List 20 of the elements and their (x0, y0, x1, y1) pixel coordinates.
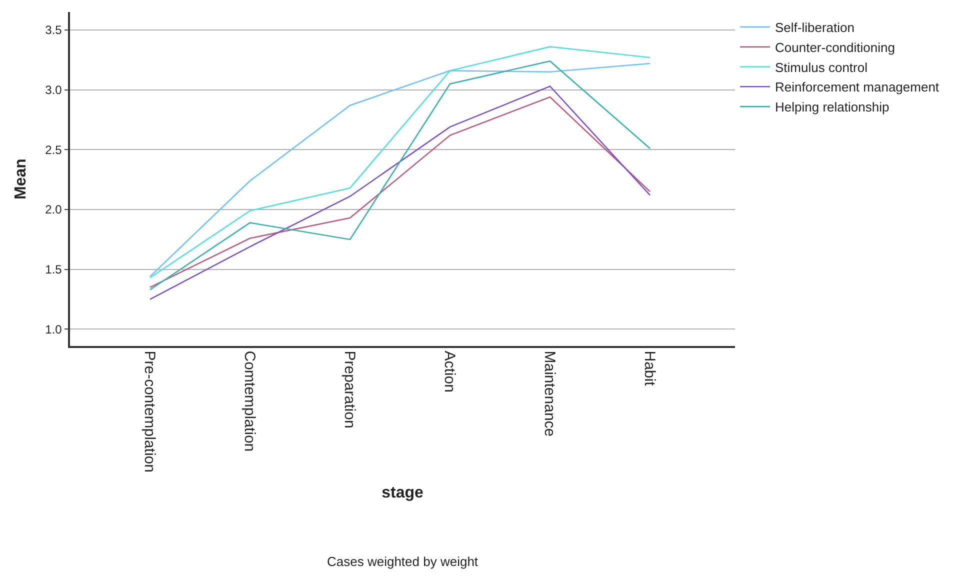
x-tick-label: Action (441, 350, 458, 392)
x-tick-label: Comtemplation (241, 350, 258, 452)
y-tick-label: 1.5 (45, 262, 62, 277)
x-tick-label: Maintenance (541, 350, 558, 437)
x-tick-label: Habit (641, 350, 658, 387)
legend-label: Reinforcement management (775, 80, 940, 95)
y-tick-label: 1.0 (45, 322, 62, 336)
text: Cases weighted by weight (327, 554, 478, 569)
x-tick-label: Preparation (341, 350, 358, 428)
y-tick-label: 3.5 (45, 23, 62, 38)
legend-label: Stimulus control (775, 60, 868, 75)
y-tick-label: 2.5 (45, 142, 62, 157)
legend-label: Self-liberation (775, 20, 854, 36)
x-tick-label: Pre-contemplation (141, 350, 158, 472)
legend-label: Counter-conditioning (775, 40, 895, 55)
x-axis-title: stage (382, 484, 424, 502)
legend-label: Helping relationship (775, 100, 890, 115)
y-axis-title: Mean (12, 158, 30, 200)
y-tick-label: 3.0 (45, 83, 62, 98)
y-tick-label: 2.0 (45, 202, 62, 217)
